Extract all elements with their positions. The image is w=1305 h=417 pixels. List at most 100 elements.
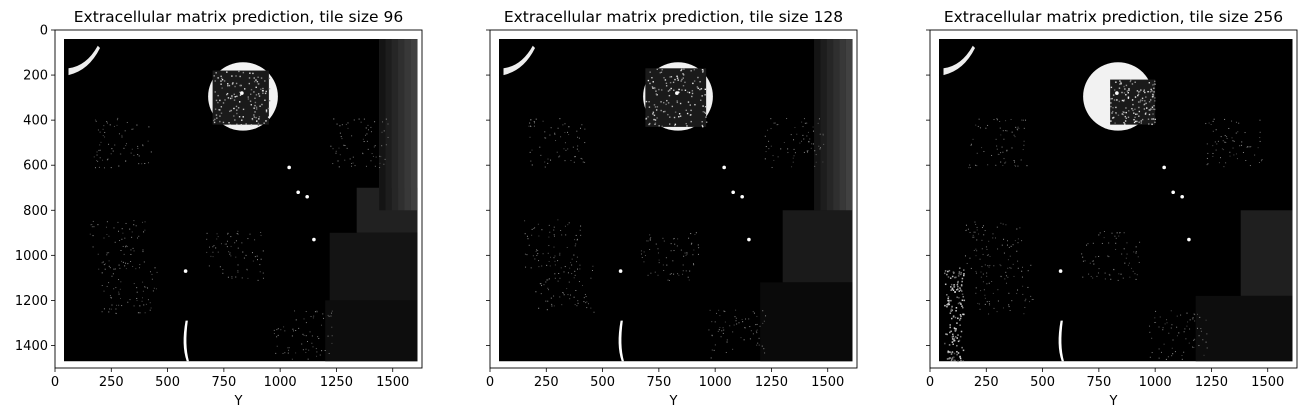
speckle <box>1120 81 1122 84</box>
speckle <box>103 264 105 266</box>
speckle <box>235 75 237 77</box>
speckle <box>812 143 814 145</box>
speckle <box>260 258 262 260</box>
speckle <box>998 153 1000 155</box>
speckle <box>578 150 580 152</box>
speckle <box>729 325 731 327</box>
speckle <box>716 312 718 314</box>
speckle <box>371 153 373 155</box>
tissue-cluster-4 <box>206 230 264 281</box>
speckle <box>277 334 279 336</box>
speckle <box>1163 343 1165 345</box>
speckle <box>1120 83 1122 85</box>
speckle <box>946 358 949 360</box>
speckle <box>649 82 651 85</box>
speckle <box>1002 130 1004 132</box>
speckle <box>947 270 949 273</box>
speckle <box>952 343 954 346</box>
speckle <box>568 134 570 136</box>
speckle <box>114 144 116 146</box>
speckle <box>980 276 982 278</box>
speckle <box>1020 159 1022 161</box>
speckle <box>669 76 671 78</box>
speckle <box>952 333 954 336</box>
speckle <box>1119 80 1121 82</box>
speckle <box>1220 157 1222 159</box>
speckle <box>557 127 559 129</box>
speckle <box>106 252 108 254</box>
speckle <box>972 236 974 238</box>
speckle <box>121 228 123 230</box>
speckle <box>144 286 146 288</box>
speckle <box>224 243 226 245</box>
speckle <box>660 71 663 73</box>
speckle <box>382 121 384 123</box>
speckle <box>1260 160 1262 162</box>
speckle <box>572 146 574 148</box>
speckle <box>1104 278 1106 280</box>
speckle <box>260 231 262 233</box>
speckle <box>104 131 106 133</box>
speckle <box>1139 90 1141 93</box>
speckle <box>104 268 106 270</box>
speckle <box>951 306 953 308</box>
speckle <box>98 166 100 168</box>
speckle <box>133 283 135 285</box>
speckle <box>135 225 137 227</box>
speckle <box>744 327 746 329</box>
speckle <box>1174 351 1176 353</box>
speckle <box>533 121 535 123</box>
speckle <box>144 312 146 314</box>
speckle <box>952 316 955 318</box>
speckle <box>655 109 658 111</box>
speckle <box>950 286 952 288</box>
speckle <box>93 156 95 158</box>
speckle <box>1249 146 1251 148</box>
speckle <box>1151 352 1153 354</box>
speckle <box>313 315 315 317</box>
x-axis-label: Y <box>234 394 243 409</box>
speckle <box>948 357 951 359</box>
speckle <box>1089 262 1091 264</box>
speckle <box>247 238 249 240</box>
speckle <box>564 142 566 144</box>
speckle <box>104 136 106 138</box>
speckle <box>560 136 562 138</box>
speckle <box>567 272 569 274</box>
speckle <box>686 112 689 115</box>
speckle <box>1162 329 1164 331</box>
speckle <box>544 131 546 133</box>
speckle <box>1005 275 1007 277</box>
speckle <box>242 108 245 111</box>
speckle <box>239 101 241 103</box>
speckle <box>102 135 104 137</box>
speckle <box>1005 161 1007 163</box>
speckle <box>265 110 268 113</box>
speckle <box>276 345 278 347</box>
speckle <box>977 302 979 304</box>
speckle <box>1124 262 1126 264</box>
speckle <box>1017 165 1019 167</box>
speckle <box>954 291 956 293</box>
speckle <box>545 300 547 302</box>
y-tick-label: 1400 <box>15 339 48 354</box>
speckle <box>1001 146 1003 148</box>
speckle <box>1084 260 1086 262</box>
speckle <box>686 125 688 127</box>
speckle <box>311 342 313 344</box>
speckle <box>1143 108 1146 110</box>
speckle <box>770 118 772 120</box>
speckle <box>117 117 119 119</box>
speckle <box>337 160 339 162</box>
speckle <box>1115 81 1117 83</box>
speckle <box>546 264 548 266</box>
speckle <box>1030 264 1032 266</box>
tile-gradient-step <box>404 39 411 211</box>
speckle <box>947 297 949 300</box>
speckle <box>749 338 751 340</box>
speckle <box>1126 90 1129 92</box>
speckle <box>694 103 696 106</box>
speckle <box>969 231 971 233</box>
speckle <box>975 270 977 272</box>
speckle <box>549 134 551 136</box>
